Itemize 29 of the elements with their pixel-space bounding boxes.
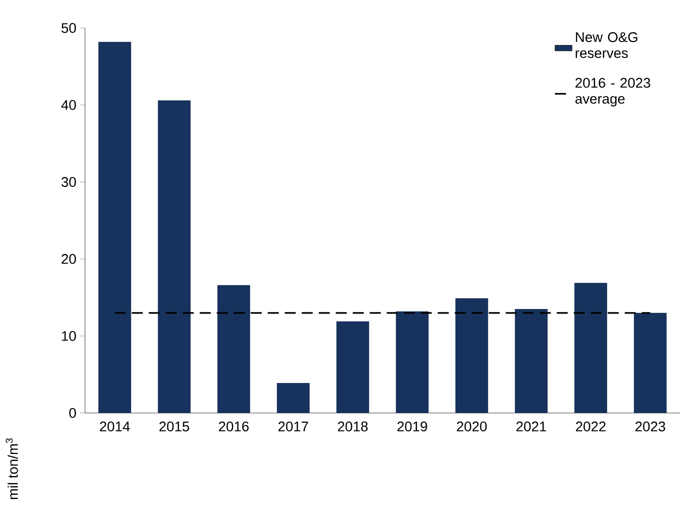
y-tick-label: 20 (62, 254, 76, 264)
x-tick-label: 2014 (100, 422, 130, 432)
y-tick-label: 40 (61, 100, 76, 110)
x-tick-label: 2023 (635, 422, 666, 432)
bar (514, 309, 548, 413)
bar (158, 100, 191, 413)
x-tick-label: 2019 (397, 422, 428, 432)
bar (336, 321, 370, 413)
x-tick-label: 2021 (516, 422, 546, 432)
x-tick-label: 2022 (576, 422, 606, 432)
x-tick-label: 2015 (159, 422, 190, 432)
x-tick-label: 2018 (338, 422, 368, 432)
y-tick-label: 10 (62, 331, 76, 341)
bar (634, 312, 667, 413)
x-tick-label: 2017 (278, 422, 308, 432)
y-axis-title: mil ton/m$^{3}$ (6, 438, 18, 500)
bar (217, 285, 250, 413)
bar (574, 282, 608, 413)
legend-label: 2016 - 2023 average (575, 78, 650, 106)
bar (276, 382, 310, 413)
x-tick-label: 2020 (456, 422, 487, 432)
legend-label: New O&G reserves (576, 32, 638, 58)
y-tick-label: 0 (69, 408, 76, 418)
y-tick-label: 30 (61, 177, 76, 187)
y-tick-label: 50 (62, 23, 76, 33)
bar (396, 311, 429, 413)
x-tick-label: 2016 (218, 422, 249, 432)
bar (455, 298, 488, 413)
bar (98, 42, 132, 413)
